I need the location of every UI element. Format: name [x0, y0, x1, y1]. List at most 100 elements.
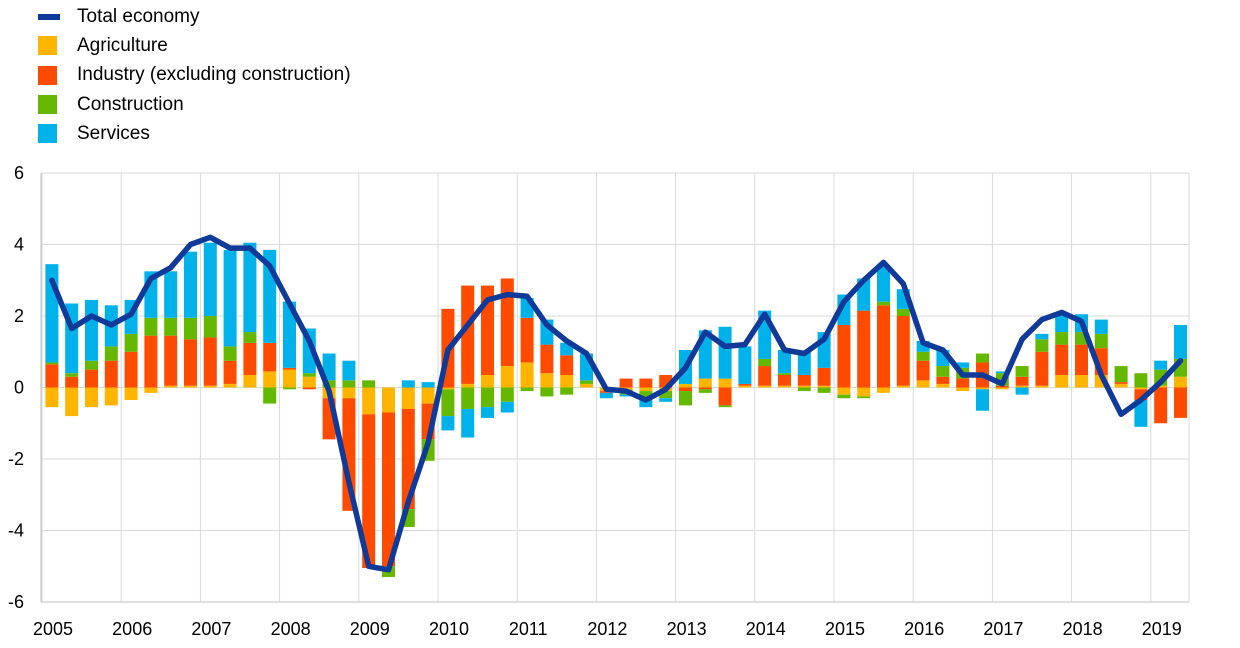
- legend-item-services: Services: [38, 119, 351, 148]
- bar-agriculture-2015Q4: [896, 385, 910, 388]
- bar-construction-2015Q4: [896, 308, 910, 316]
- bar-industry-2011Q3: [560, 355, 574, 375]
- x-tick-label: 2006: [112, 619, 152, 639]
- bar-services-2013Q4: [738, 346, 752, 384]
- bar-services-2006Q3: [164, 271, 178, 318]
- bar-agriculture-2009Q2: [382, 387, 395, 413]
- bar-agriculture-2006Q1: [124, 387, 138, 401]
- bar-services-2014Q3: [797, 351, 811, 375]
- bar-construction-2017Q4: [1055, 332, 1069, 345]
- x-tick-label: 2009: [350, 619, 390, 639]
- bar-agriculture-2014Q1: [758, 385, 772, 388]
- bar-services-2018Q4: [1134, 400, 1148, 427]
- x-tick-label: 2013: [667, 619, 707, 639]
- legend-swatch-total-economy: [38, 13, 60, 20]
- bar-services-2005Q3: [85, 299, 98, 361]
- bar-construction-2008Q4: [342, 380, 356, 388]
- bar-industry-2017Q3: [1035, 351, 1049, 386]
- y-tick-label: -4: [8, 521, 24, 541]
- bar-industry-2013Q4: [738, 383, 752, 386]
- bar-industry-2019Q2: [1174, 387, 1187, 418]
- bar-services-2007Q2: [223, 249, 237, 347]
- bar-agriculture-2010Q1: [441, 387, 455, 390]
- bar-services-2016Q3: [956, 362, 970, 368]
- bar-agriculture-2017Q2: [1015, 385, 1029, 388]
- bar-construction-2018Q4: [1134, 373, 1148, 388]
- bar-construction-2011Q1: [520, 387, 534, 392]
- bar-industry-2019Q1: [1154, 387, 1168, 424]
- bar-agriculture-2016Q3: [956, 387, 970, 392]
- bar-construction-2011Q2: [540, 387, 554, 397]
- bar-agriculture-2014Q3: [797, 385, 811, 388]
- bar-construction-2015Q3: [877, 301, 890, 306]
- bar-construction-2005Q1: [45, 362, 59, 365]
- x-tick-label: 2011: [509, 619, 548, 639]
- bar-services-2008Q3: [322, 353, 336, 381]
- legend-label-agriculture: Agriculture: [77, 34, 168, 56]
- y-tick-label: -2: [8, 449, 24, 469]
- x-tick-label: 2018: [1063, 619, 1103, 639]
- bar-construction-2007Q1: [203, 316, 217, 338]
- bar-agriculture-2008Q2: [302, 376, 316, 388]
- bar-services-2008Q1: [283, 301, 296, 368]
- bar-industry-2007Q3: [243, 342, 257, 375]
- legend-item-agriculture: Agriculture: [38, 31, 351, 60]
- bar-construction-2007Q3: [243, 332, 257, 343]
- legend-swatch-industry: [38, 65, 57, 85]
- bar-agriculture-2019Q2: [1174, 376, 1187, 388]
- bar-agriculture-2017Q3: [1035, 385, 1049, 388]
- bar-services-2019Q2: [1174, 324, 1187, 359]
- bar-agriculture-2018Q1: [1075, 374, 1088, 388]
- bar-services-2014Q2: [778, 349, 791, 374]
- bar-agriculture-2015Q1: [837, 387, 851, 395]
- bar-industry-2008Q2: [302, 387, 316, 390]
- bar-services-2012Q3: [639, 400, 653, 408]
- bar-construction-2006Q1: [124, 333, 138, 352]
- bar-industry-2005Q4: [104, 360, 118, 388]
- bar-industry-2014Q2: [778, 374, 791, 386]
- bar-construction-2005Q2: [65, 373, 79, 377]
- bar-industry-2007Q2: [223, 360, 237, 384]
- legend-item-industry: Industry (excluding construction): [38, 61, 351, 90]
- bar-agriculture-2005Q3: [85, 387, 98, 408]
- bar-industry-2005Q1: [45, 364, 59, 388]
- bar-industry-2006Q3: [164, 335, 178, 386]
- bar-services-2010Q2: [461, 408, 475, 438]
- bar-construction-2008Q1: [283, 387, 296, 390]
- bar-construction-2012Q4: [659, 391, 673, 399]
- bar-agriculture-2011Q3: [560, 374, 574, 388]
- bar-agriculture-2013Q4: [738, 385, 752, 388]
- bar-agriculture-2013Q1: [679, 383, 692, 388]
- bar-construction-2018Q2: [1094, 333, 1108, 349]
- bar-services-2007Q3: [243, 242, 257, 333]
- bar-agriculture-2010Q3: [481, 374, 494, 388]
- bar-agriculture-2009Q4: [421, 387, 435, 404]
- bar-services-2017Q4: [1055, 312, 1069, 333]
- bar-construction-2010Q2: [461, 387, 475, 409]
- bar-industry-2015Q4: [896, 316, 910, 386]
- bar-agriculture-2009Q1: [362, 387, 376, 415]
- bar-services-2008Q4: [342, 360, 356, 381]
- bar-agriculture-2006Q4: [184, 385, 197, 388]
- bar-agriculture-2008Q4: [342, 387, 356, 399]
- legend-item-total-economy: Total economy: [38, 2, 351, 31]
- x-tick-label: 2010: [429, 619, 469, 639]
- bar-agriculture-2011Q2: [540, 373, 554, 388]
- x-tick-label: 2007: [191, 619, 231, 639]
- bar-construction-2011Q4: [580, 380, 593, 384]
- bar-agriculture-2016Q4: [976, 387, 989, 390]
- bar-construction-2014Q4: [817, 387, 831, 393]
- bar-construction-2005Q4: [104, 346, 118, 361]
- bar-industry-2008Q4: [342, 398, 356, 511]
- bar-construction-2012Q3: [639, 391, 653, 401]
- bar-industry-2009Q2: [382, 412, 395, 567]
- bar-construction-2008Q2: [302, 373, 316, 377]
- bar-agriculture-2007Q1: [203, 385, 217, 388]
- bar-industry-2006Q1: [124, 351, 138, 388]
- bar-industry-2006Q4: [184, 339, 197, 386]
- bar-industry-2005Q2: [65, 376, 79, 388]
- bar-services-2015Q3: [877, 265, 890, 302]
- bar-construction-2011Q3: [560, 387, 574, 395]
- bar-services-2017Q3: [1035, 333, 1049, 340]
